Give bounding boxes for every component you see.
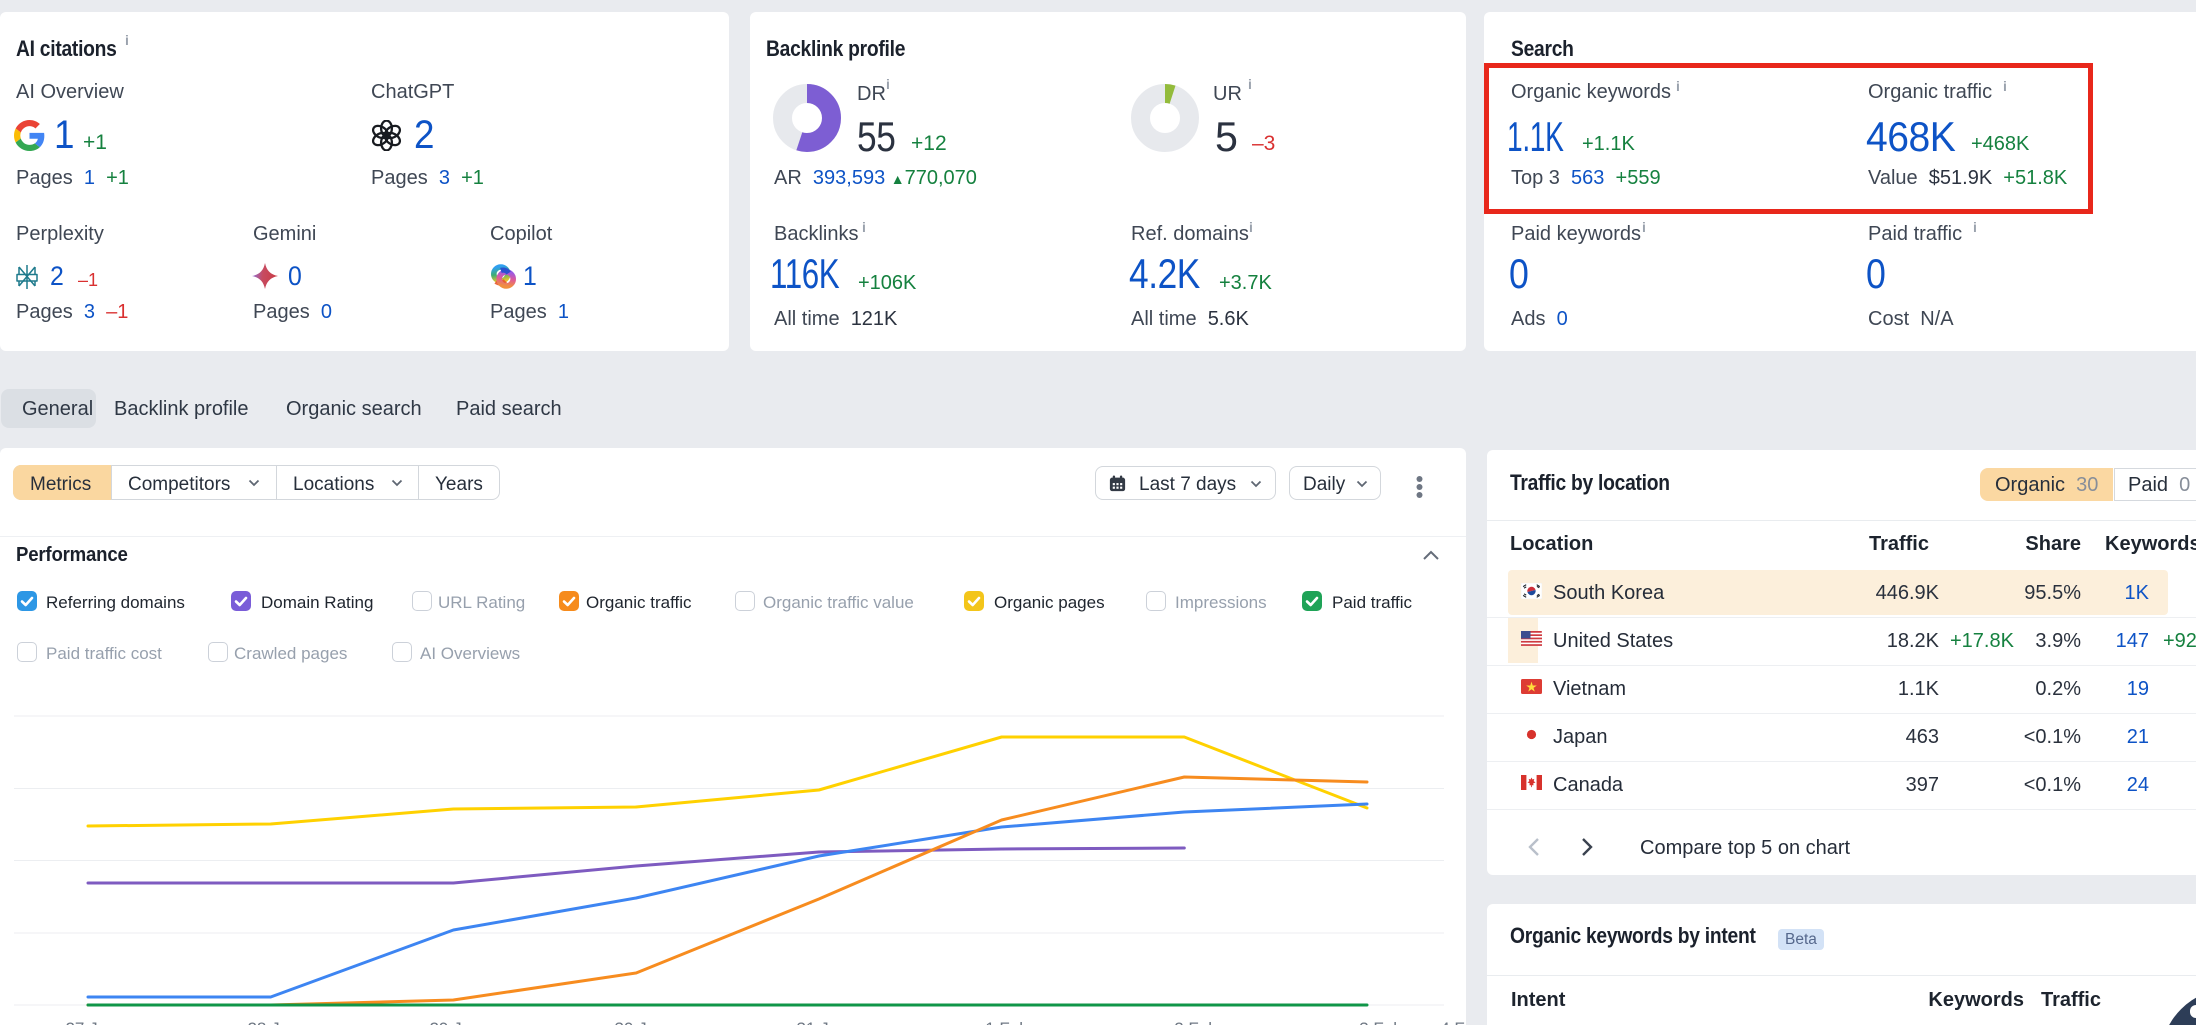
svg-text:2 Feb: 2 Feb (1174, 1019, 1217, 1025)
svg-text:27 Jan: 27 Jan (65, 1019, 116, 1025)
svg-text:1 Feb: 1 Feb (985, 1019, 1028, 1025)
svg-text:28 Jan: 28 Jan (247, 1019, 298, 1025)
svg-text:3 Feb: 3 Feb (1359, 1019, 1402, 1025)
svg-text:29 Jan: 29 Jan (429, 1019, 480, 1025)
svg-text:4 Feb: 4 Feb (1440, 1019, 1466, 1025)
svg-text:31 Jan: 31 Jan (796, 1019, 847, 1025)
svg-text:30 Jan: 30 Jan (614, 1019, 665, 1025)
